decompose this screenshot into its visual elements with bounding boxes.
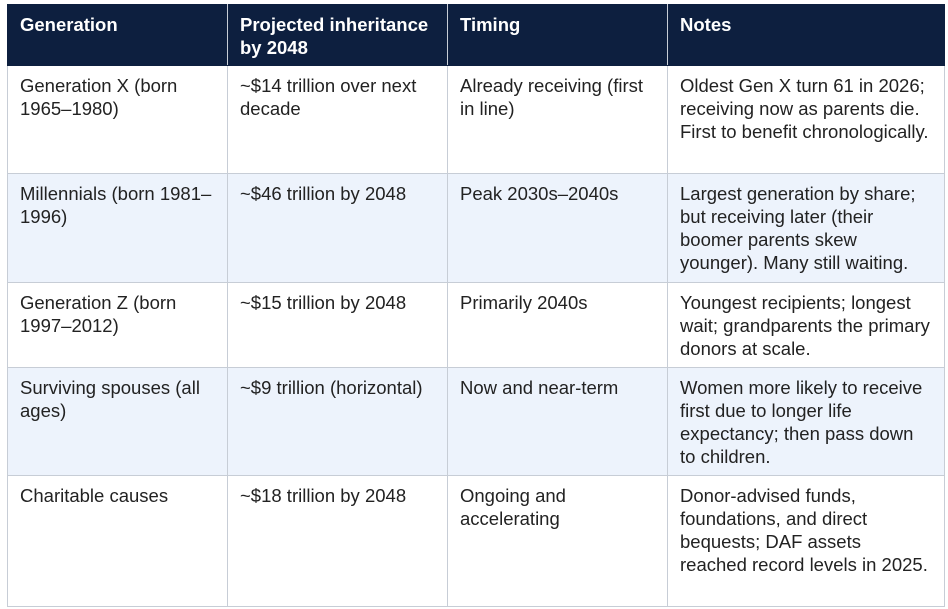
header-timing: Timing [447,4,668,66]
table-row: Charitable causes ~$18 trillion by 2048 … [7,475,945,607]
cell-generation: Charitable causes [7,475,228,607]
cell-projected-inheritance: ~$14 trillion over next decade [227,65,448,174]
cell-notes: Women more likely to receive first due t… [667,367,945,476]
cell-generation: Generation X (born 1965–1980) [7,65,228,174]
cell-notes: Youngest recipients; longest wait; grand… [667,282,945,368]
header-projected-inheritance: Projected inheritance by 2048 [227,4,448,66]
table-row: Generation X (born 1965–1980) ~$14 trill… [7,65,945,174]
cell-notes: Oldest Gen X turn 61 in 2026; receiving … [667,65,945,174]
cell-timing: Already receiving (first in line) [447,65,668,174]
table-row: Millennials (born 1981–1996) ~$46 trilli… [7,173,945,283]
cell-projected-inheritance: ~$9 trillion (horizontal) [227,367,448,476]
cell-timing: Peak 2030s–2040s [447,173,668,283]
header-notes: Notes [667,4,945,66]
cell-generation: Generation Z (born 1997–2012) [7,282,228,368]
cell-projected-inheritance: ~$46 trillion by 2048 [227,173,448,283]
cell-notes: Largest generation by share; but receivi… [667,173,945,283]
cell-notes: Donor-advised funds, foundations, and di… [667,475,945,607]
table-header-row: Generation Projected inheritance by 2048… [7,4,945,66]
cell-generation: Millennials (born 1981–1996) [7,173,228,283]
cell-timing: Ongoing and accelerating [447,475,668,607]
cell-timing: Now and near-term [447,367,668,476]
cell-generation: Surviving spouses (all ages) [7,367,228,476]
cell-projected-inheritance: ~$15 trillion by 2048 [227,282,448,368]
table-row: Generation Z (born 1997–2012) ~$15 trill… [7,282,945,368]
table-row: Surviving spouses (all ages) ~$9 trillio… [7,367,945,476]
cell-timing: Primarily 2040s [447,282,668,368]
inheritance-table: Generation Projected inheritance by 2048… [7,4,945,607]
cell-projected-inheritance: ~$18 trillion by 2048 [227,475,448,607]
header-generation: Generation [7,4,228,66]
